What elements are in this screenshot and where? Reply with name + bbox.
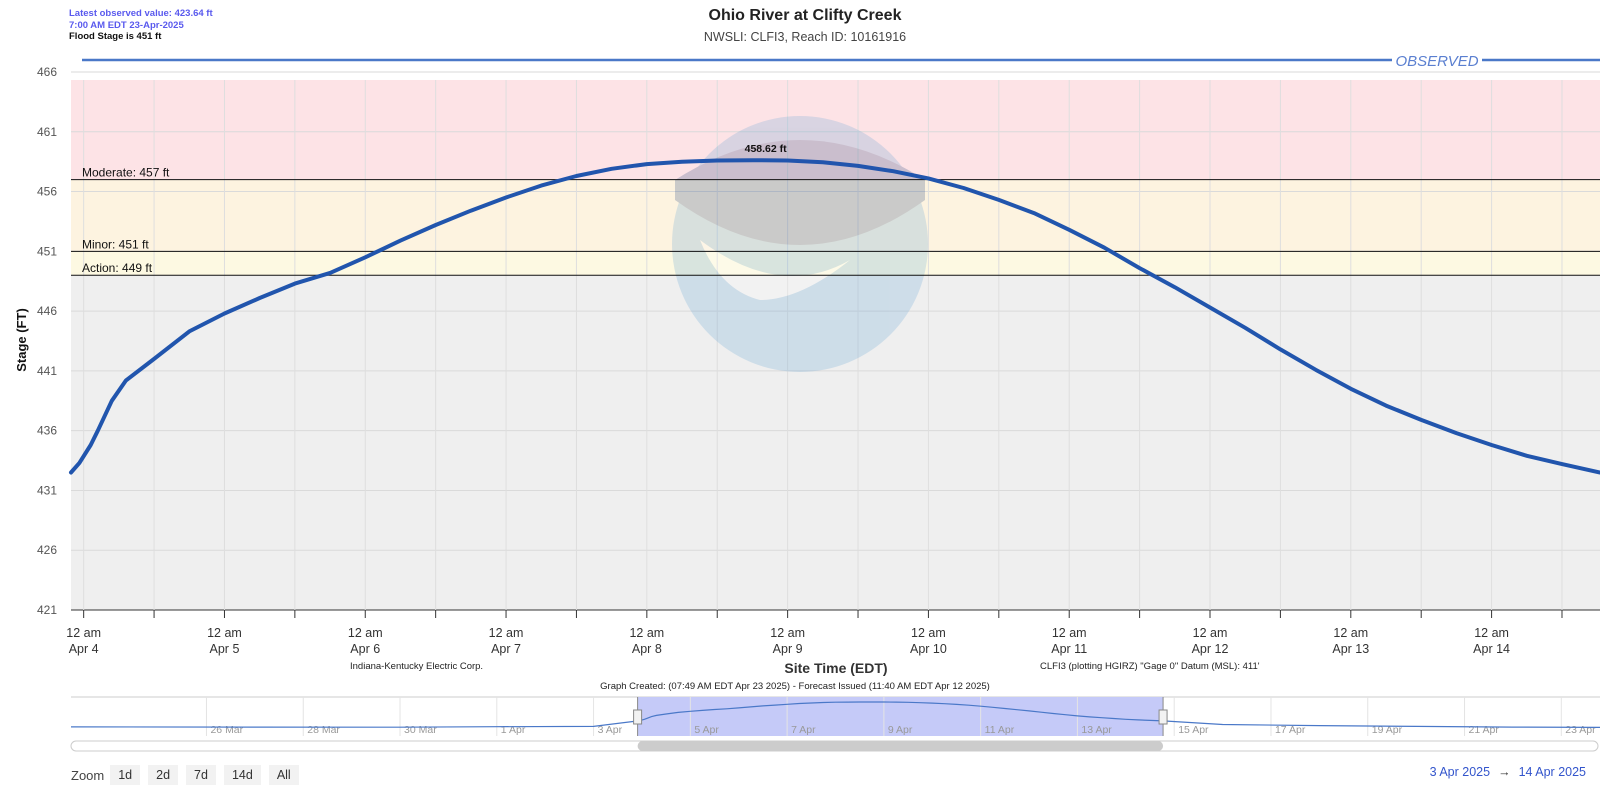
y-tick-label: 451 (37, 244, 57, 258)
y-tick-label: 441 (37, 364, 57, 378)
navigator-date-label: 5 Apr (694, 724, 719, 736)
x-tick-label-date: Apr 11 (1051, 642, 1087, 656)
x-tick-label-time: 12 am (66, 626, 101, 640)
observed-label: OBSERVED (1395, 53, 1478, 70)
navigator-date-label: 1 Apr (501, 724, 526, 736)
zoom-label: Zoom (71, 767, 105, 783)
x-tick-label-date: Apr 7 (491, 642, 521, 656)
x-tick-label-time: 12 am (1193, 626, 1228, 640)
range-from[interactable]: 3 Apr 2025 (1429, 765, 1491, 779)
navigator-selection (637, 697, 1164, 736)
x-tick-label-date: Apr 14 (1473, 642, 1510, 656)
x-tick-label-date: Apr 12 (1192, 642, 1229, 656)
navigator-date-label: 26 Mar (210, 724, 243, 736)
navigator: 26 Mar 28 Mar 30 Mar 1 Apr 3 Apr 5 Apr 7 Apr 9 … (70, 696, 1600, 752)
y-tick-label: 466 (37, 65, 57, 79)
chart-title: Ohio River at Clifty Creek (708, 7, 902, 24)
observed-series-line (69, 158, 1600, 475)
y-tick-label: 436 (37, 424, 57, 438)
navigator-date-label: 3 Apr (598, 724, 623, 736)
y-tick-label: 446 (37, 304, 57, 318)
threshold-label: Minor: 451 ft (82, 237, 149, 251)
x-tick-label-date: Apr 4 (69, 642, 99, 656)
zoom-all-button[interactable]: All (268, 765, 299, 785)
x-axis: 12 am Apr 4 12 am Apr 5 12 am Apr 6 12 am Apr 7… (66, 609, 1600, 656)
peak-label: 458.62 ft (745, 143, 788, 155)
navigator-date-label: 11 Apr (985, 724, 1015, 736)
navigator-date-label: 9 Apr (888, 724, 913, 736)
x-tick-label-time: 12 am (770, 626, 805, 640)
y-tick-label: 421 (37, 603, 57, 617)
source-right: CLFI3 (plotting HGIRZ) "Gage 0" Datum (M… (1040, 661, 1260, 672)
zoom-7d-button[interactable]: 7d (186, 765, 216, 785)
x-axis-title: Site Time (EDT) (784, 660, 887, 676)
zoom-controls: Zoom 1d 2d 7d 14d All (71, 765, 307, 785)
noaa-watermark-gull (700, 240, 850, 300)
zoom-14d-button[interactable]: 14d (223, 765, 261, 785)
chart-subtitle: NWSLI: CLFI3, Reach ID: 10161916 (703, 30, 907, 44)
range-arrow-icon: → (1498, 765, 1511, 779)
x-tick-label-time: 12 am (911, 626, 946, 640)
graph-created-note: Graph Created: (07:49 AM EDT Apr 23 2025… (600, 681, 990, 692)
x-tick-label-date: Apr 9 (773, 642, 803, 656)
navigator-date-label: 21 Apr (1469, 724, 1500, 736)
navigator-right-handle[interactable] (1158, 697, 1168, 736)
navigator-scrollbar[interactable] (70, 740, 1599, 752)
x-tick-label-time: 12 am (1333, 626, 1368, 640)
navigator-date-label: 17 Apr (1275, 724, 1306, 736)
observed-time: 7:00 AM EDT 23-Apr-2025 (69, 19, 184, 31)
threshold-label: Moderate: 457 ft (82, 166, 170, 180)
navigator-date-label: 30 Mar (404, 724, 437, 736)
latest-observed-value: Latest observed value: 423.64 ft (69, 8, 213, 19)
x-tick-label-time: 12 am (1052, 626, 1087, 640)
x-tick-label-date: Apr 10 (910, 642, 947, 656)
navigator-date-label: 19 Apr (1372, 724, 1403, 736)
x-tick-label-time: 12 am (489, 626, 524, 640)
normal-band (71, 275, 1600, 610)
x-tick-label-date: Apr 6 (350, 642, 380, 656)
y-tick-label: 426 (37, 543, 57, 557)
scrollbar-thumb[interactable] (637, 741, 1164, 751)
noaa-watermark-icon (672, 116, 928, 372)
info-panel: Latest observed value: 423.64 ft 7:00 AM… (69, 8, 213, 43)
navigator-date-label: 13 Apr (1081, 724, 1112, 736)
range-to[interactable]: 14 Apr 2025 (1518, 765, 1586, 779)
date-range: 3 Apr 2025 → 14 Apr 2025 (1430, 765, 1586, 779)
x-tick-label-time: 12 am (348, 626, 383, 640)
x-tick-label-time: 12 am (629, 626, 664, 640)
zoom-1d-button[interactable]: 1d (110, 765, 141, 785)
y-tick-label: 431 (37, 483, 57, 497)
y-axis-title: Stage (FT) (14, 308, 29, 372)
navigator-left-handle[interactable] (633, 697, 643, 736)
navigator-date-label: 7 Apr (791, 724, 816, 736)
x-tick-label-time: 12 am (207, 626, 242, 640)
source-left: Indiana-Kentucky Electric Corp. (350, 661, 483, 672)
navigator-date-label: 15 Apr (1178, 724, 1209, 736)
navigator-series-line (70, 701, 1600, 728)
navigator-handle-grip (1158, 709, 1168, 725)
zoom-2d-button[interactable]: 2d (148, 765, 179, 785)
navigator-date-label: 28 Mar (307, 724, 340, 736)
y-tick-label: 456 (37, 185, 57, 199)
action-band (71, 251, 1600, 276)
navigator-handle-grip (633, 709, 643, 725)
x-tick-label-date: Apr 8 (632, 642, 662, 656)
y-tick-label: 461 (37, 125, 57, 139)
x-tick-label-date: Apr 13 (1332, 642, 1369, 656)
navigator-date-label: 23 Apr (1565, 724, 1596, 736)
x-tick-label-time: 12 am (1474, 626, 1509, 640)
threshold-label: Action: 449 ft (82, 261, 153, 275)
x-tick-label-date: Apr 5 (210, 642, 240, 656)
flood-stage-note: Flood Stage is 451 ft (69, 31, 162, 42)
